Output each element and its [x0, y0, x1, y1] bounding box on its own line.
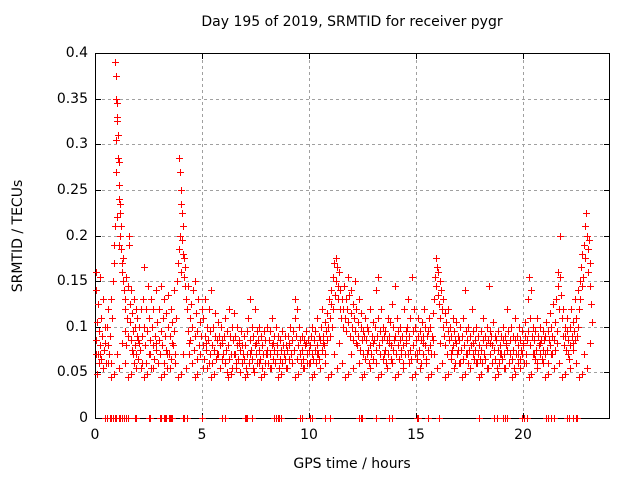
plot-border: [95, 53, 610, 419]
x-tick-label: 15: [407, 427, 425, 443]
y-tick-label: 0.1: [65, 319, 88, 335]
x-tick-label: 5: [197, 427, 207, 443]
tick-marks: [95, 53, 609, 419]
y-tick-label: 0.4: [65, 45, 88, 61]
y-tick-label: 0.2: [65, 228, 88, 244]
x-tick-label: 10: [300, 427, 318, 443]
grid-lines: [96, 54, 608, 417]
y-tick-label: 0.05: [56, 364, 88, 380]
data-points: [93, 59, 596, 422]
x-tick-label: 20: [514, 427, 532, 443]
y-tick-label: 0: [79, 410, 88, 426]
y-tick-label: 0.25: [56, 182, 88, 198]
y-tick-label: 0.15: [56, 273, 88, 289]
chart-title: Day 195 of 2019, SRMTID for receiver pyg…: [201, 14, 503, 30]
y-tick-label: 0.3: [65, 136, 88, 152]
x-axis-label: GPS time / hours: [293, 456, 411, 472]
x-tick-label: 0: [90, 427, 100, 443]
y-tick-label: 0.35: [56, 91, 88, 107]
